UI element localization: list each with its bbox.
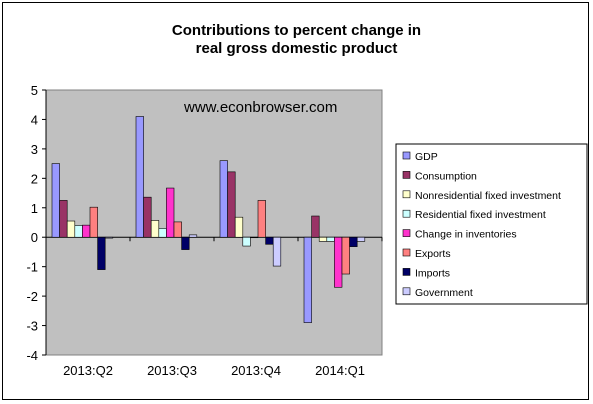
- legend-label: Imports: [415, 267, 450, 279]
- bar-residential-fixed-investment: [74, 225, 83, 238]
- plot-area: [45, 89, 383, 356]
- bar-nonresidential-fixed-investment: [150, 220, 160, 238]
- bar-consumption: [311, 215, 320, 238]
- axis-group: 5 4 3 2 1 0 -1 -2 -3 -4 2013:Q2 2013:Q3 2013:Q4 2014:…: [26, 83, 383, 378]
- legend-label: Residential fixed investment: [415, 209, 546, 221]
- watermark-annotation: www.econbrowser.com: [183, 99, 337, 116]
- y-tick-label: 3: [31, 142, 38, 157]
- bar-change-in-inventories: [166, 187, 175, 238]
- legend-label: Government: [415, 287, 473, 299]
- bar-imports: [349, 236, 358, 247]
- legend-swatch: [402, 287, 411, 296]
- bar-imports: [97, 236, 106, 270]
- bar-government: [104, 236, 114, 239]
- legend-label: GDP: [415, 151, 438, 163]
- y-tick-label: -1: [26, 260, 38, 275]
- legend-swatch: [402, 209, 411, 218]
- bar-exports: [257, 200, 266, 238]
- bar-exports: [89, 206, 98, 238]
- bar-consumption: [143, 196, 152, 238]
- y-tick-label: 1: [31, 201, 38, 216]
- bar-residential-fixed-investment: [326, 236, 335, 242]
- y-tick-label: 2: [31, 171, 38, 186]
- x-tick-label: 2014:Q1: [315, 363, 365, 378]
- y-tick-label: 5: [31, 83, 38, 98]
- bar-exports: [173, 221, 182, 238]
- legend-label: Exports: [415, 248, 451, 260]
- legend-swatch: [402, 151, 411, 160]
- bar-government: [272, 236, 282, 267]
- y-tick-label: -3: [26, 319, 38, 334]
- bar-change-in-inventories: [82, 224, 91, 238]
- bar-gdp: [219, 160, 228, 238]
- bar-government: [188, 234, 198, 238]
- x-tick-label: 2013:Q2: [63, 363, 113, 378]
- legend-label: Change in inventories: [415, 229, 517, 241]
- legend-label: Nonresidential fixed investment: [415, 190, 561, 202]
- bar-nonresidential-fixed-investment: [318, 236, 328, 242]
- bar-nonresidential-fixed-investment: [66, 220, 76, 238]
- bar-gdp: [135, 116, 144, 238]
- legend-swatch: [402, 190, 411, 199]
- x-tick-label: 2013:Q4: [231, 363, 281, 378]
- chart-title-line2: real gross domestic product: [195, 40, 398, 57]
- bar-government: [356, 236, 366, 242]
- bar-change-in-inventories: [250, 236, 259, 239]
- bar-imports: [265, 236, 274, 245]
- bars-group: [51, 116, 366, 323]
- legend-swatch: [402, 248, 411, 257]
- bar-exports: [341, 236, 350, 275]
- legend-swatch: [402, 171, 411, 179]
- legend-box: [395, 143, 588, 305]
- bar-nonresidential-fixed-investment: [234, 216, 244, 238]
- bar-gdp: [51, 163, 60, 238]
- x-tick-label: 2013:Q3: [147, 363, 197, 378]
- y-tick-label: -4: [26, 348, 38, 363]
- legend-swatch: [402, 268, 411, 276]
- y-tick-label: 0: [31, 230, 38, 245]
- bar-change-in-inventories: [334, 236, 343, 288]
- bar-consumption: [227, 171, 236, 238]
- bar-residential-fixed-investment: [242, 236, 251, 247]
- bar-consumption: [59, 200, 68, 238]
- chart-title-line1: Contributions to percent change in: [171, 22, 422, 39]
- bar-imports: [181, 236, 190, 250]
- y-tick-label: -2: [26, 289, 38, 304]
- y-tick-label: 4: [31, 112, 38, 127]
- bar-gdp: [303, 236, 312, 323]
- legend-label: Consumption: [415, 170, 477, 182]
- legend-swatch: [402, 229, 411, 237]
- bar-residential-fixed-investment: [158, 228, 167, 238]
- legend: GDP Consumption Nonresidential fixed inves…: [395, 143, 588, 305]
